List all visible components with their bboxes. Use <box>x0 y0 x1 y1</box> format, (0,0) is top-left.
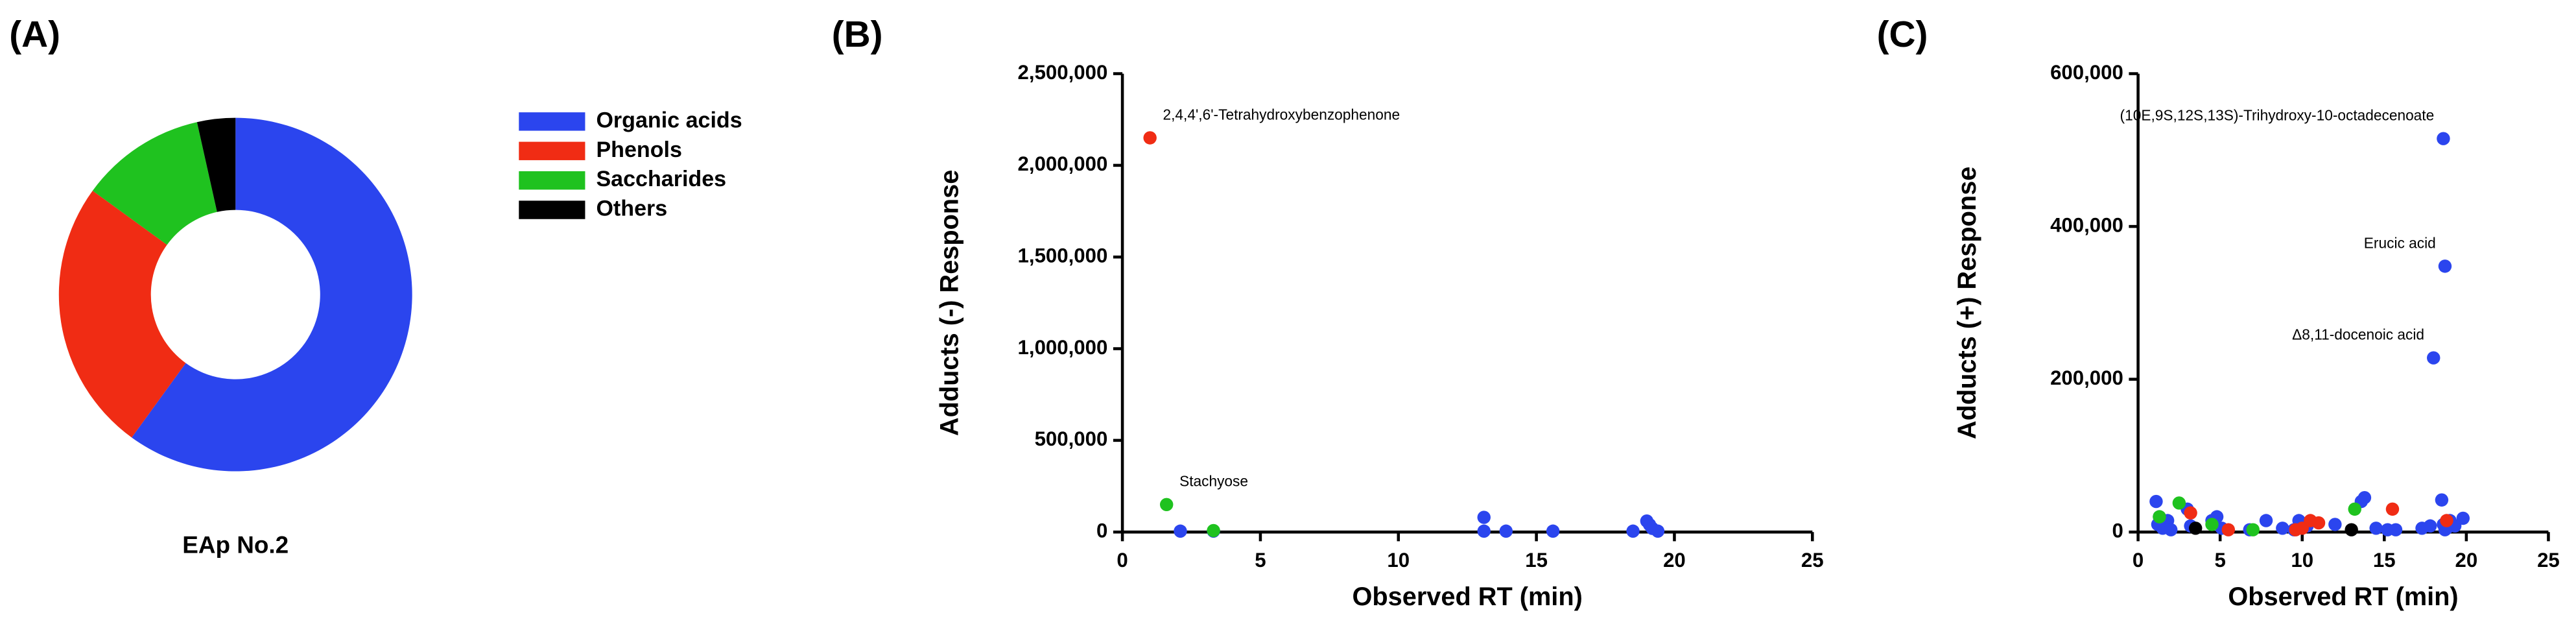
legend-swatch <box>519 200 585 219</box>
data-point <box>1207 523 1220 538</box>
x-tick-label: 0 <box>2133 549 2144 571</box>
y-tick-label: 2,500,000 <box>1018 61 1108 84</box>
x-tick-label: 15 <box>2373 549 2396 571</box>
data-point <box>2438 259 2452 273</box>
pie-slice <box>196 117 236 212</box>
data-point <box>1477 524 1491 538</box>
chart-title: EAp No.2 <box>182 532 289 559</box>
x-tick-label: 10 <box>1387 549 1410 571</box>
data-point <box>2369 522 2383 535</box>
annotation: 2,4,4',6'-Tetrahydroxybenzophenone <box>1163 106 1400 123</box>
data-point <box>2328 518 2342 531</box>
data-point <box>1651 524 1665 538</box>
x-axis-label: Observed RT (min) <box>2228 583 2458 611</box>
annotation: Δ8,11-docenoic acid <box>2292 326 2424 343</box>
x-tick-label: 5 <box>2214 549 2225 571</box>
x-axis-label: Observed RT (min) <box>1353 583 1583 611</box>
y-tick-label: 600,000 <box>2050 61 2123 84</box>
data-point <box>2164 523 2178 536</box>
annotation: Stachyose <box>1179 473 1248 490</box>
y-axis-label: Adducts (+) Response <box>1953 167 1981 439</box>
legend-swatch <box>519 171 585 190</box>
data-point <box>2184 506 2197 520</box>
panel-label: (C) <box>1877 14 1928 55</box>
data-point <box>2205 518 2219 531</box>
data-point <box>2188 522 2203 535</box>
y-tick-label: 200,000 <box>2050 367 2123 389</box>
data-point <box>2276 522 2289 535</box>
data-point <box>2348 502 2361 516</box>
pie-slice <box>132 117 412 472</box>
legend-swatch <box>519 141 585 160</box>
legend-label: Others <box>596 197 667 221</box>
x-tick-label: 20 <box>1663 549 1686 571</box>
data-point <box>2440 514 2453 527</box>
data-point <box>1159 498 1174 512</box>
data-point <box>2437 132 2450 145</box>
y-tick-label: 0 <box>2112 519 2123 542</box>
legend-label: Organic acids <box>596 108 742 132</box>
y-tick-label: 1,000,000 <box>1018 336 1108 359</box>
annotation: Erucic acid <box>2364 234 2436 251</box>
legend-label: Phenols <box>596 138 681 162</box>
y-tick-label: 1,500,000 <box>1018 244 1108 267</box>
data-point <box>1143 131 1157 145</box>
annotation: (10E,9S,12S,13S)-Trihydroxy-10-octadecen… <box>2120 107 2435 124</box>
data-point <box>1477 511 1491 524</box>
x-tick-label: 25 <box>1801 549 1824 571</box>
x-tick-label: 20 <box>2455 549 2478 571</box>
x-tick-label: 10 <box>2291 549 2313 571</box>
x-tick-label: 0 <box>1117 549 1128 571</box>
data-point <box>2345 523 2358 536</box>
data-point <box>2221 523 2236 536</box>
y-tick-label: 2,000,000 <box>1018 152 1108 175</box>
x-tick-label: 25 <box>2537 549 2560 571</box>
y-axis-label: Adducts (-) Response <box>936 170 964 436</box>
legend-label: Saccharides <box>596 167 726 191</box>
x-tick-label: 5 <box>1255 549 1266 571</box>
data-point <box>2427 351 2440 365</box>
data-point <box>1546 524 1560 538</box>
data-point <box>2311 516 2326 530</box>
data-point <box>2423 519 2437 533</box>
data-point <box>2389 523 2403 536</box>
pie-slice <box>58 190 186 438</box>
data-point <box>2435 493 2449 507</box>
legend-swatch <box>519 112 585 131</box>
x-tick-label: 15 <box>1525 549 1548 571</box>
y-tick-label: 400,000 <box>2050 213 2123 236</box>
pie-slice <box>92 122 217 245</box>
data-point <box>2153 510 2166 523</box>
data-point <box>2385 502 2400 516</box>
data-point <box>2456 511 2470 525</box>
data-point <box>1499 524 1513 538</box>
y-tick-label: 0 <box>1096 519 1107 542</box>
data-point <box>1626 524 1640 538</box>
panel-label: (A) <box>9 14 60 55</box>
panel-label: (B) <box>832 14 883 55</box>
data-point <box>2246 523 2260 536</box>
data-point <box>2259 514 2273 527</box>
y-tick-label: 500,000 <box>1035 427 1108 450</box>
data-point <box>1174 524 1187 538</box>
data-point <box>2149 494 2163 509</box>
data-point <box>2172 496 2186 510</box>
